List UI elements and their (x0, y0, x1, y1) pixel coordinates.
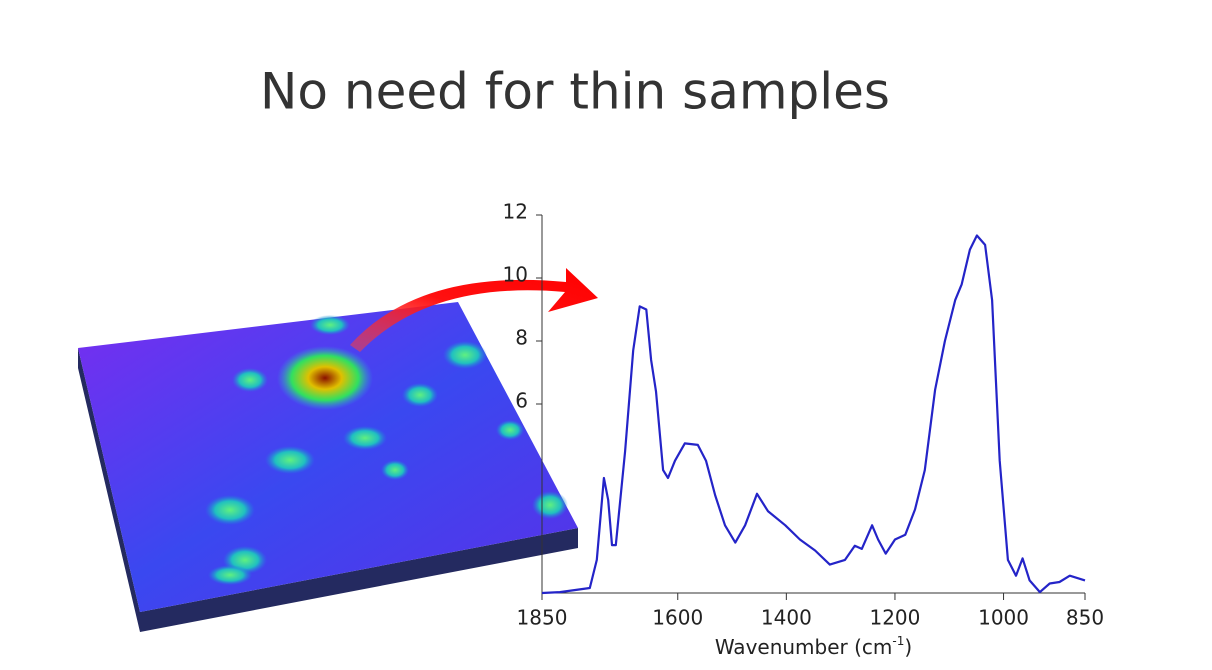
x-tick-label: 1200 (869, 606, 920, 630)
x-tick-label: 850 (1066, 606, 1104, 630)
x-axis-label: Wavenumber (cm-1) (715, 634, 912, 659)
x-axis-label-part: ) (904, 635, 912, 659)
x-tick-label: 1600 (652, 606, 703, 630)
x-tick-label: 1400 (761, 606, 812, 630)
x-tick-label: 1000 (978, 606, 1029, 630)
spectrum-line (541, 234, 1086, 595)
x-axis-label-part: -1 (892, 634, 904, 648)
red-arrow (350, 268, 598, 352)
x-tick-label: 1850 (517, 606, 568, 630)
y-tick-label: 8 (515, 326, 528, 350)
title: No need for thin samples (260, 63, 890, 121)
x-axis-label-part: Wavenumber (cm (715, 635, 893, 659)
y-tick-label: 10 (503, 263, 528, 287)
y-tick-label: 6 (515, 389, 528, 413)
surface-image (78, 302, 578, 632)
y-tick-label: 12 (503, 200, 528, 224)
